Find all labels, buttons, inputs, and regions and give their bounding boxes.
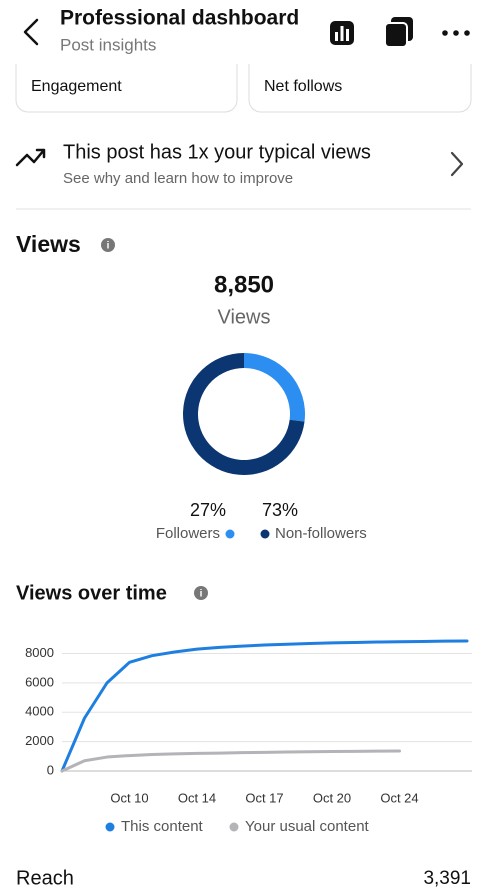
legend-dot [225,529,235,539]
x-tick-label: Oct 10 [110,790,148,805]
donut-chart: 27% Followers 73% Non-followers [156,353,367,542]
views-total: 8,850 [214,271,274,298]
x-tick-label: Oct 17 [245,790,283,805]
x-tick-label: Oct 24 [380,790,418,805]
legend-dot [229,822,239,832]
info-icon[interactable] [101,238,115,252]
copy-icon[interactable] [384,17,413,48]
y-tick-label: 0 [47,762,54,777]
x-tick-label: Oct 14 [178,790,216,805]
legend-label: This content [121,818,204,835]
chevron[interactable] [450,151,464,177]
donut-value-label: 27% [190,500,226,520]
notice-subtitle: See why and learn how to improve [63,170,293,187]
y-tick-label: 8000 [25,645,54,660]
views-caption: Views [218,306,271,328]
legend-label: Non-followers [275,525,367,542]
y-tick-label: 6000 [25,674,54,689]
trend-icon [15,148,46,167]
legend-label: Your usual content [245,818,370,835]
legend-dot [105,822,115,832]
reach-label: Reach [16,867,74,889]
header-subtitle: Post insights [60,35,156,54]
donut-segment [244,353,305,422]
notice-title[interactable]: This post has 1x your typical views [63,141,371,163]
line-series [60,749,401,773]
card-label: Net follows [264,78,342,95]
line-chart: 0 2000 4000 6000 8000 Oct 10 Oct 14 Oct 17 Oct 2… [25,639,472,835]
x-tick-label: Oct 20 [313,790,351,805]
header-title: Professional dashboard [60,7,299,30]
more-icon[interactable] [442,30,470,36]
info-icon-glyph: i [107,241,110,252]
legend-label: Followers [156,525,220,542]
line-series [60,639,469,773]
insights-icon[interactable] [330,21,354,45]
section-title: Views over time [16,582,167,604]
card-label: Engagement [31,78,122,95]
info-icon-glyph: i [200,589,203,600]
y-tick-label: 4000 [25,704,54,719]
section-title: Views [16,231,81,257]
back-button[interactable] [23,18,39,46]
info-icon[interactable] [194,586,208,600]
legend-dot [260,529,270,539]
y-tick-label: 2000 [25,733,54,748]
reach-value: 3,391 [423,868,471,889]
donut-value-label: 73% [262,500,298,520]
